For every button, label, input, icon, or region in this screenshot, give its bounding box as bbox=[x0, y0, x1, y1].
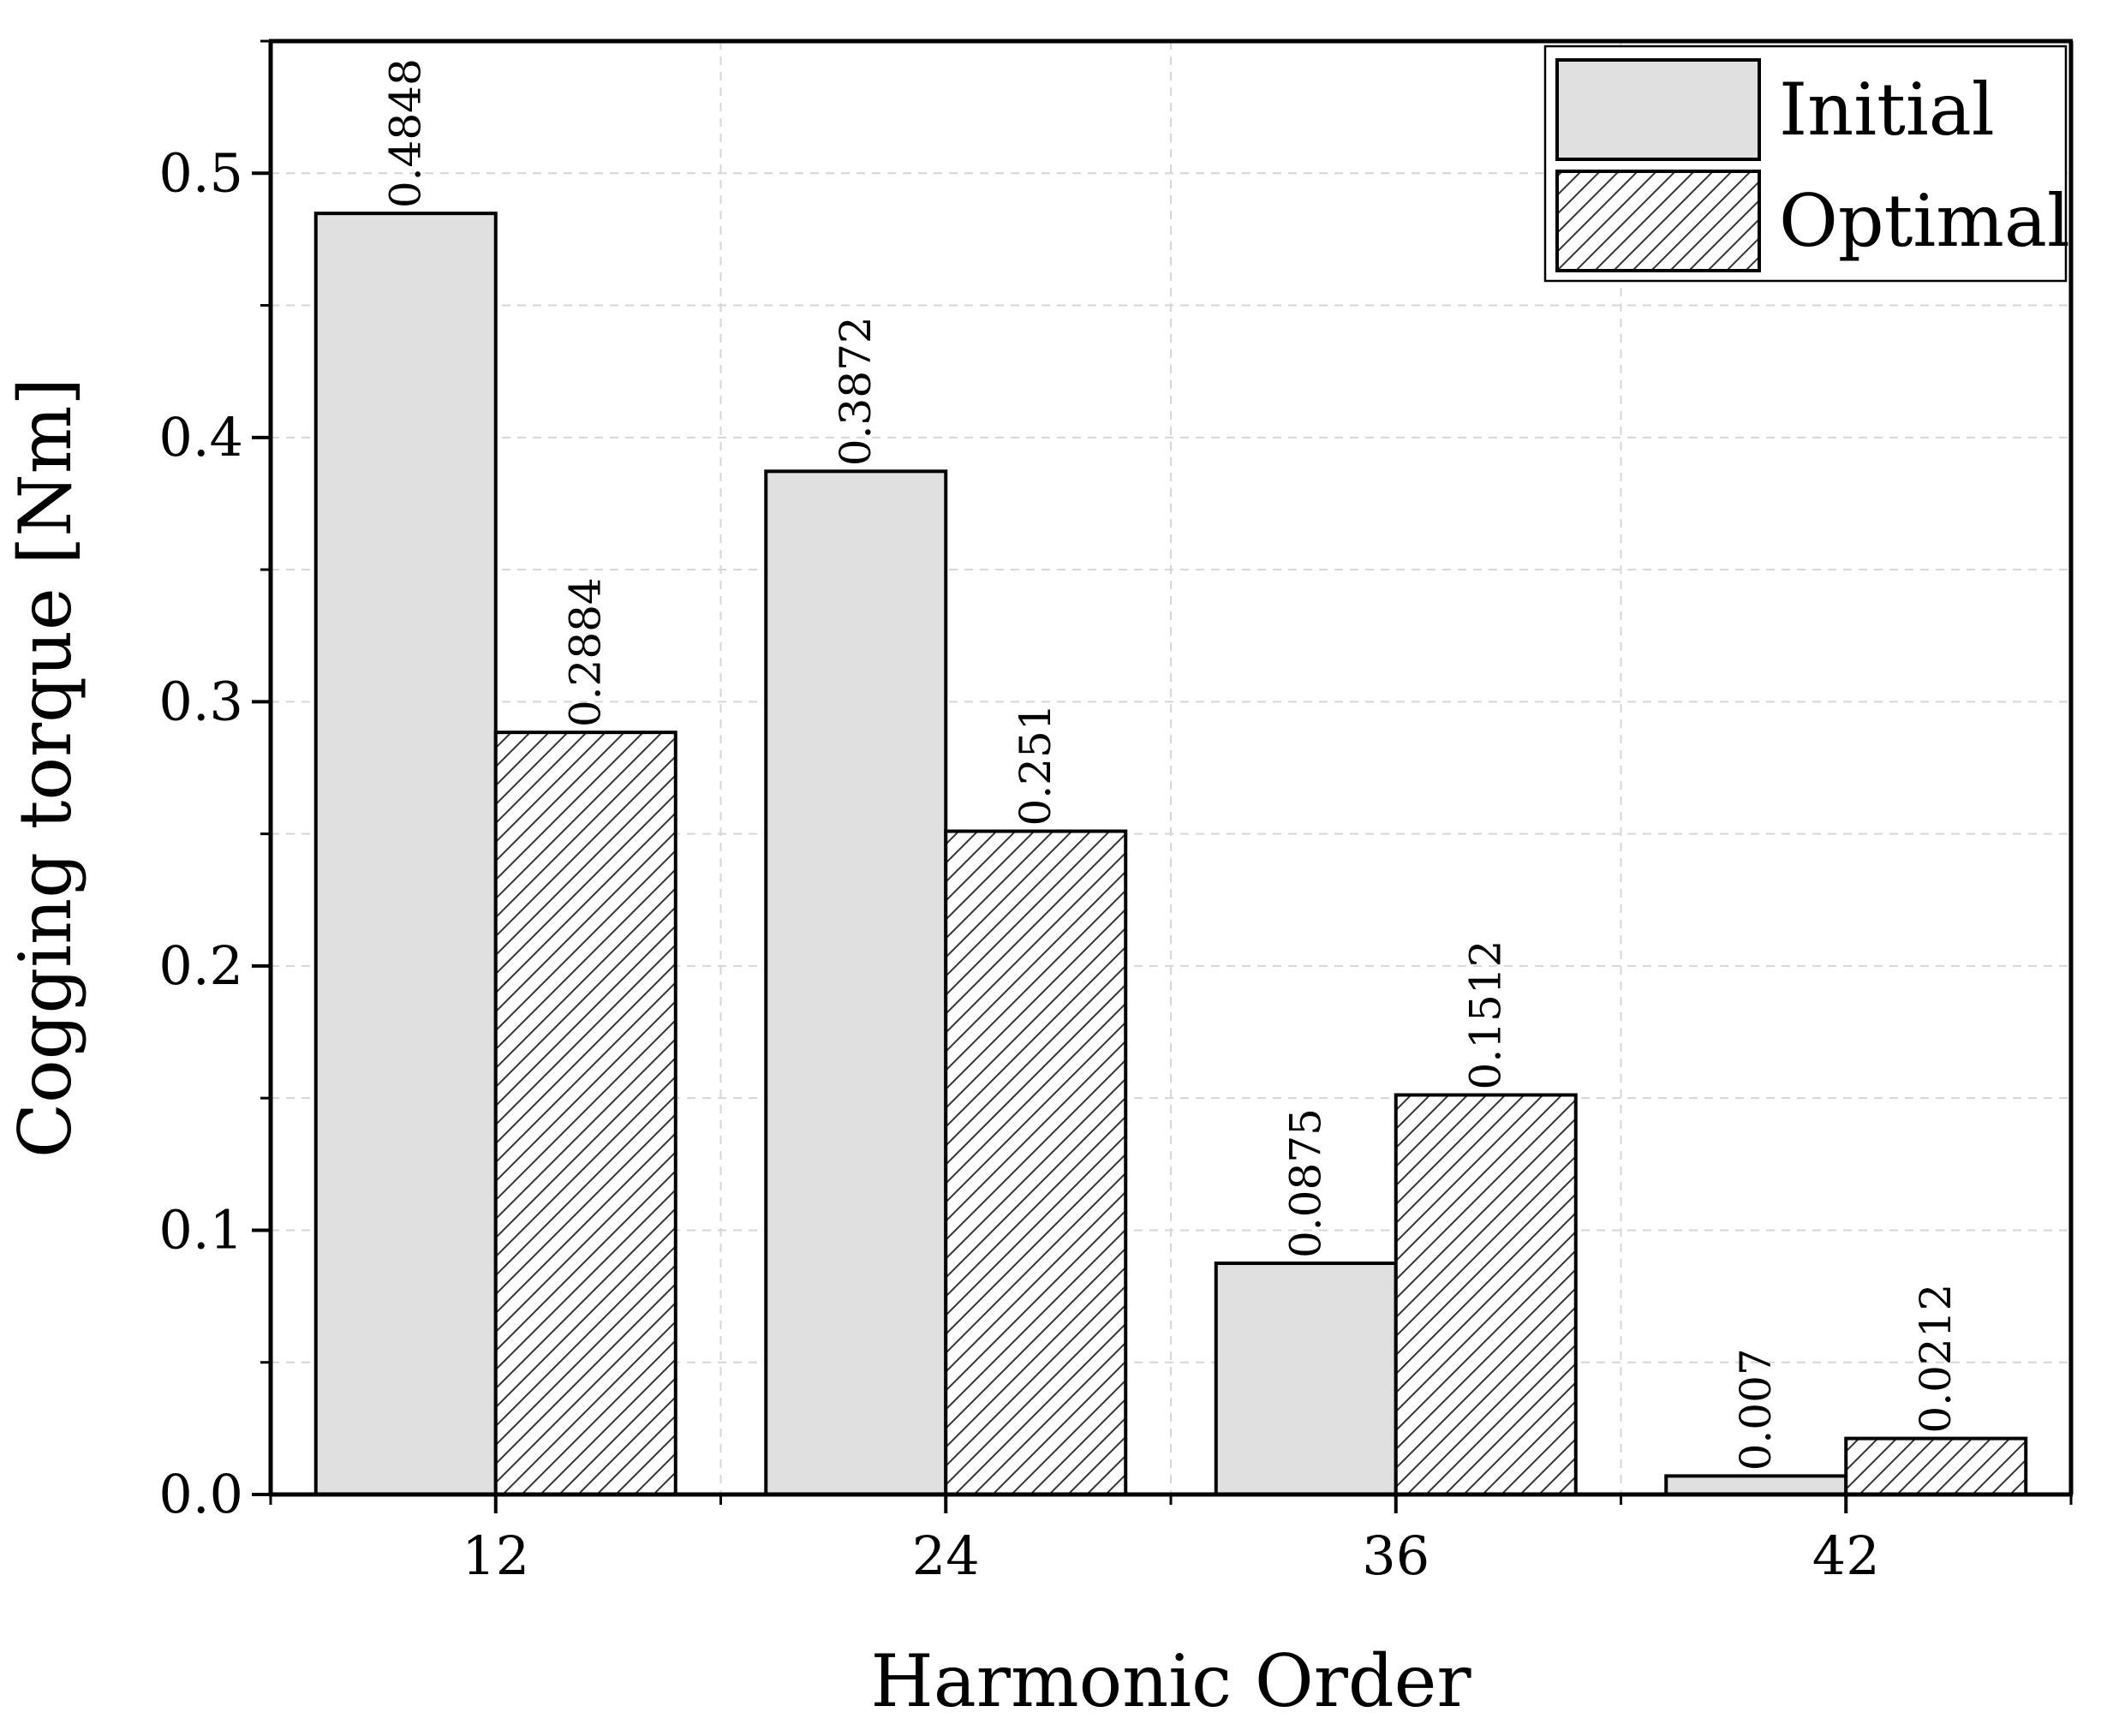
data-label: 0.3872 bbox=[831, 316, 880, 466]
legend-label-initial: Initial bbox=[1779, 68, 1995, 152]
data-label: 0.251 bbox=[1011, 703, 1060, 826]
y-tick-label: 0.1 bbox=[158, 1198, 243, 1261]
data-labels: 0.4848 0.3872 0.0875 0.007 0.2884 0.251 0.1512… bbox=[381, 58, 1961, 1471]
data-label: 0.4848 bbox=[381, 58, 431, 208]
axes: 0.0 0.1 0.2 0.3 0.4 0.5 12 24 36 42 bbox=[158, 39, 2074, 1587]
x-tick-label: 42 bbox=[1812, 1524, 1880, 1587]
data-label: 0.0875 bbox=[1281, 1108, 1331, 1258]
bar-optimal-12 bbox=[493, 731, 677, 1496]
x-tick-label: 36 bbox=[1362, 1524, 1430, 1587]
y-tick-label: 0.4 bbox=[158, 406, 243, 468]
legend-label-optimal: Optimal bbox=[1779, 179, 2070, 263]
y-tick-label: 0.5 bbox=[158, 141, 243, 204]
legend-swatch-initial bbox=[1555, 58, 1761, 161]
bar-optimal-42 bbox=[1844, 1436, 2028, 1497]
data-label: 0.1512 bbox=[1461, 940, 1511, 1090]
y-tick-label: 0.3 bbox=[158, 670, 243, 732]
bars bbox=[313, 212, 2028, 1497]
legend-swatch-optimal bbox=[1555, 170, 1761, 272]
legend: Initial Optimal bbox=[1543, 45, 2070, 283]
data-label: 0.2884 bbox=[561, 577, 611, 727]
bar-initial-12 bbox=[313, 212, 498, 1496]
bar-optimal-36 bbox=[1394, 1093, 1578, 1496]
bar-initial-42 bbox=[1664, 1474, 1848, 1497]
bar-optimal-24 bbox=[944, 829, 1128, 1496]
x-tick-label: 12 bbox=[462, 1524, 529, 1587]
x-axis-title: Harmonic Order bbox=[870, 1639, 1471, 1723]
y-tick-label: 0.2 bbox=[158, 934, 243, 997]
data-label: 0.0212 bbox=[1911, 1284, 1961, 1434]
y-tick-label: 0.0 bbox=[158, 1463, 243, 1525]
bar-initial-24 bbox=[764, 469, 948, 1496]
y-axis-title: Cogging torque [Nm] bbox=[3, 378, 87, 1158]
x-tick-label: 24 bbox=[912, 1524, 980, 1587]
bar-initial-36 bbox=[1214, 1262, 1398, 1496]
data-label: 0.007 bbox=[1731, 1348, 1781, 1471]
